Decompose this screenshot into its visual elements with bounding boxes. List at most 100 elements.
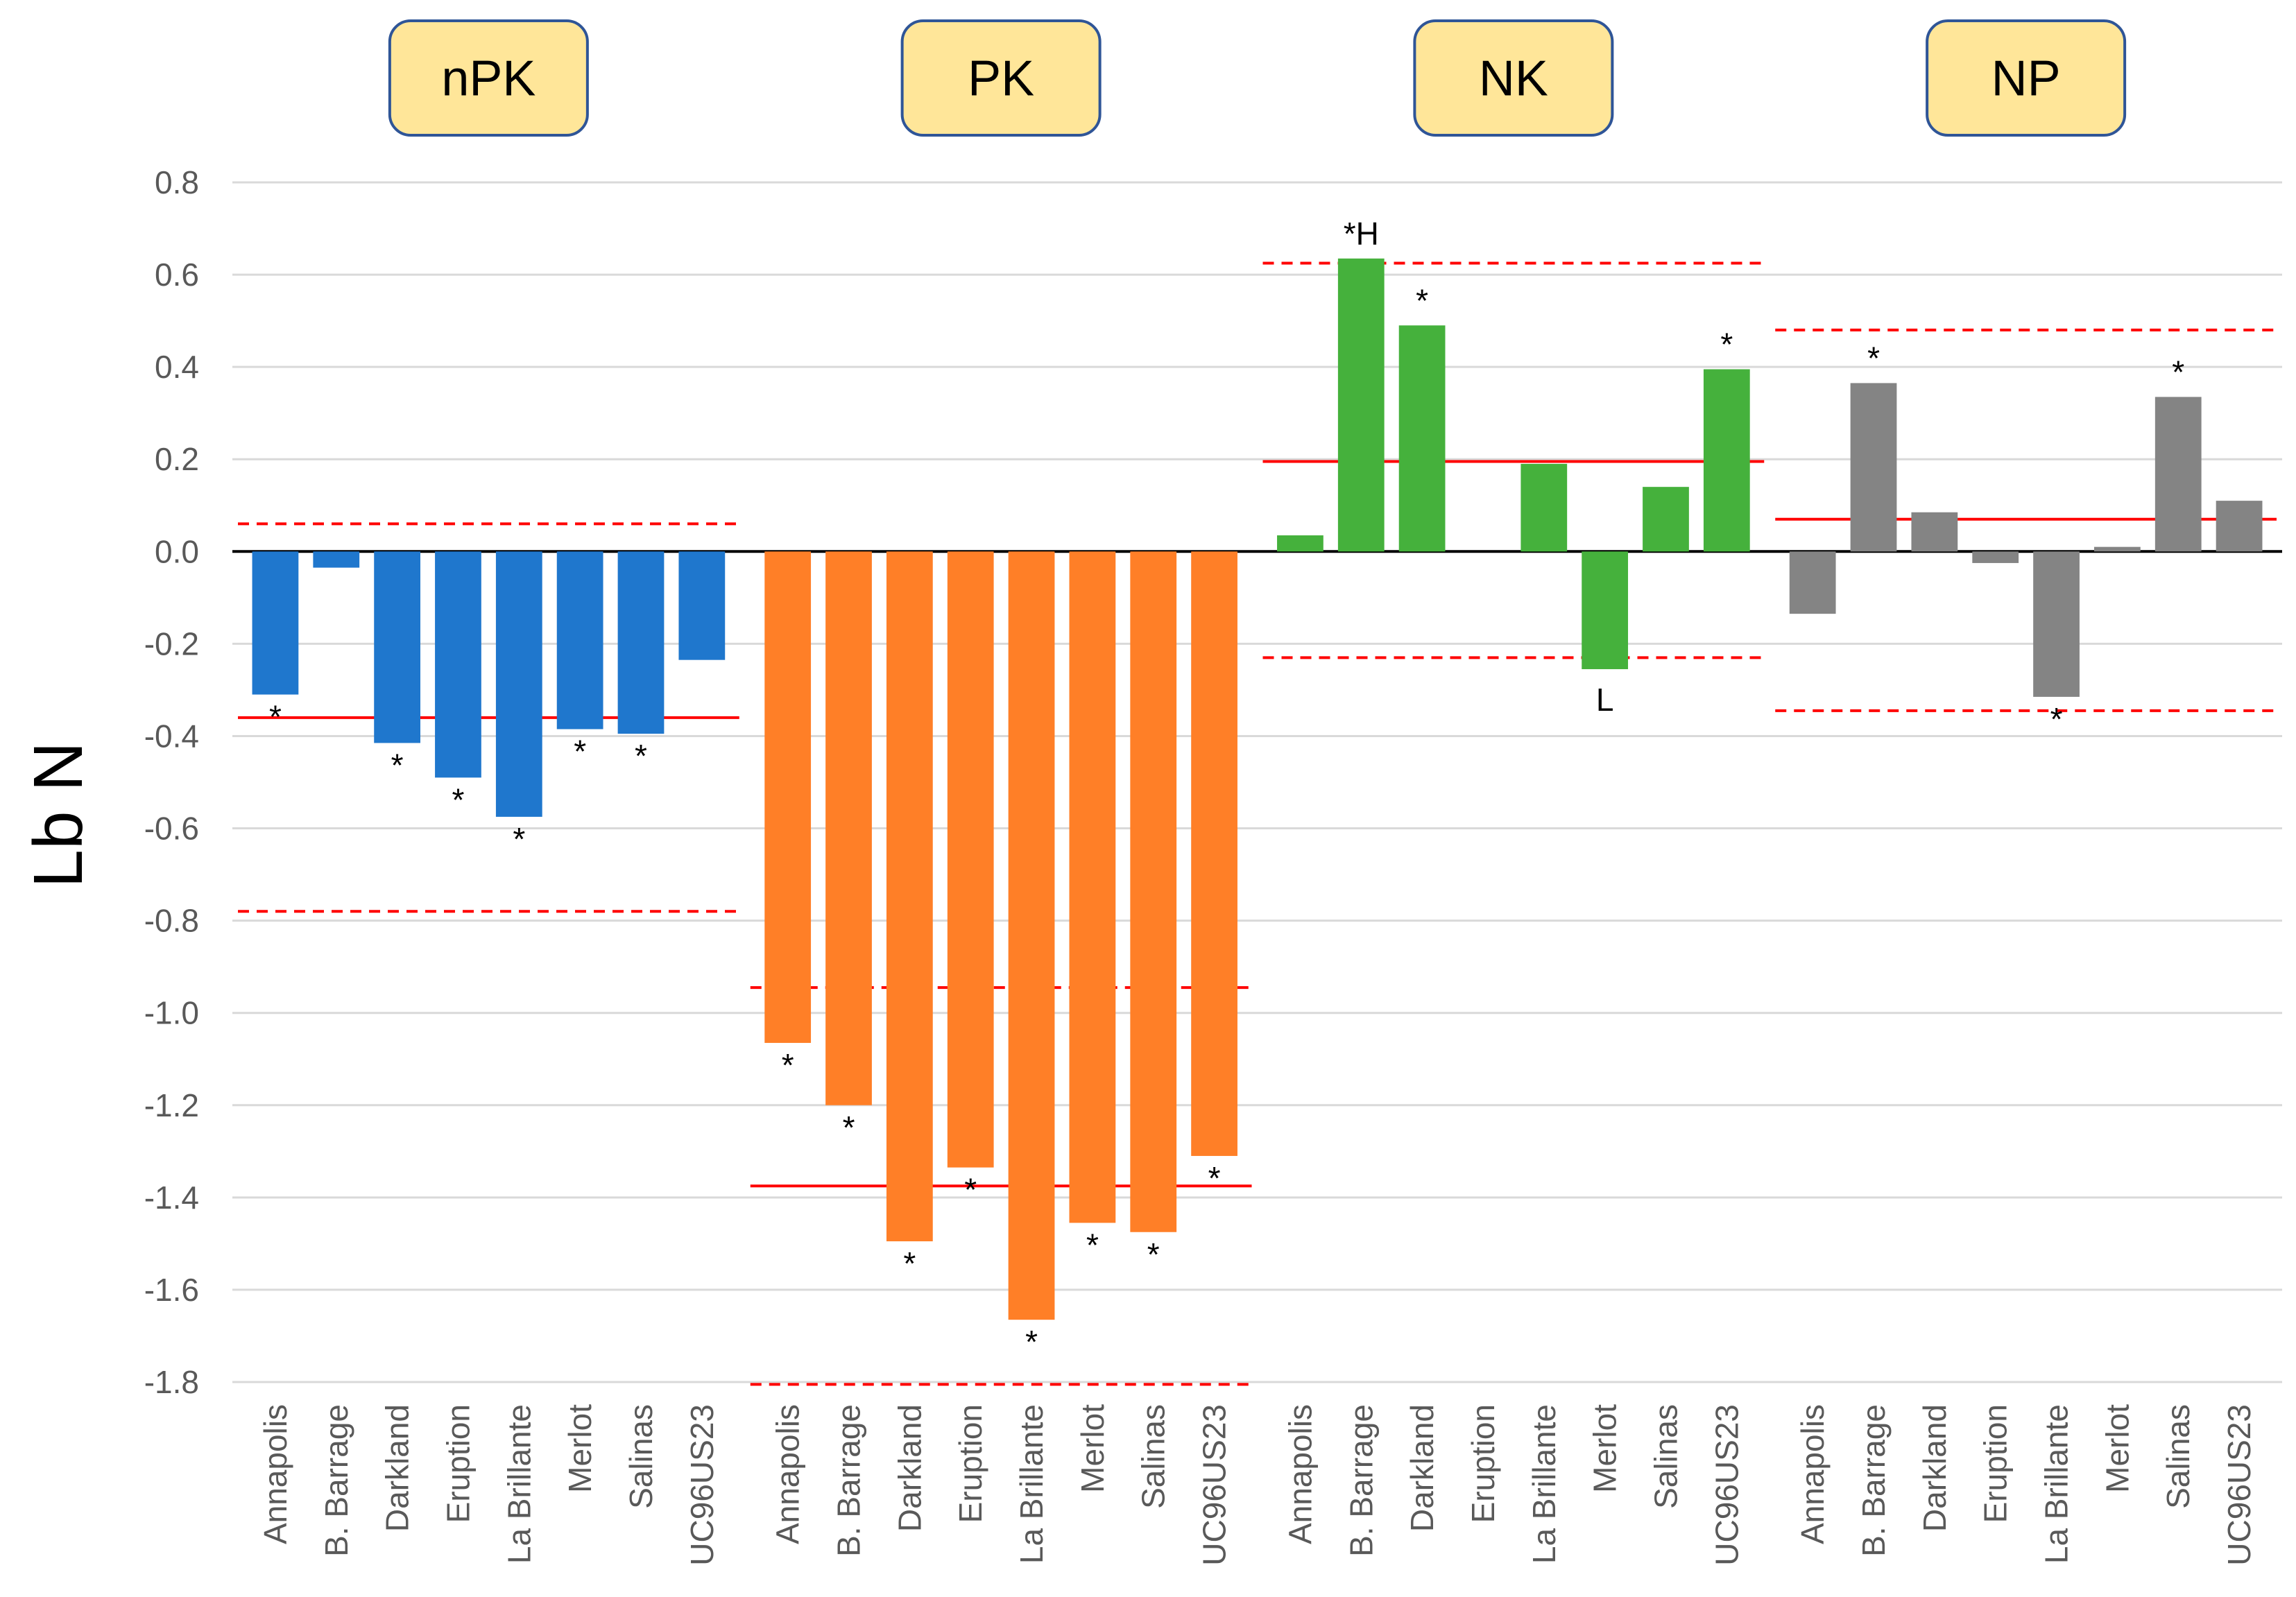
x-tick-label: Merlot: [562, 1404, 598, 1493]
bar: [825, 551, 872, 1105]
bars: [252, 258, 2263, 1320]
significance-mark: *: [391, 747, 404, 783]
x-tick-label: La Brillante: [2039, 1404, 2075, 1564]
bar: [1911, 512, 1958, 552]
significance-mark: *H: [1344, 216, 1379, 252]
x-tick-label: Salinas: [1647, 1404, 1684, 1509]
bar: [435, 551, 481, 778]
significance-mark: *: [782, 1047, 794, 1083]
y-tick-label: -1.8: [144, 1364, 199, 1400]
bar: [313, 551, 360, 568]
bar: [374, 551, 420, 743]
group-title: PK: [968, 51, 1034, 107]
x-tick-label: Darkland: [1404, 1404, 1440, 1532]
x-tick-label: UC96US23: [1708, 1404, 1745, 1566]
x-tick-label: Darkland: [379, 1404, 415, 1532]
y-tick-label: -1.6: [144, 1272, 199, 1308]
significance-mark: *: [635, 738, 647, 774]
x-tick-label: B. Barrage: [1343, 1404, 1379, 1557]
x-tick-label: Darkland: [891, 1404, 927, 1532]
bar: [556, 551, 603, 730]
bar: [1582, 551, 1629, 669]
y-tick-label: -1.4: [144, 1180, 199, 1216]
x-tick-label: UC96US23: [684, 1404, 720, 1566]
x-tick-label: Salinas: [1136, 1404, 1172, 1509]
x-tick-label: La Brillante: [1526, 1404, 1562, 1564]
group-title-box: [1926, 19, 2127, 137]
significance-mark: *: [1208, 1160, 1221, 1196]
y-tick-label: -1.2: [144, 1087, 199, 1123]
bar: [947, 551, 994, 1168]
bar: [1008, 551, 1055, 1320]
y-tick-label: -0.4: [144, 718, 199, 754]
x-tick-label: Merlot: [1074, 1404, 1111, 1493]
significance-mark: *: [1147, 1236, 1160, 1272]
bar: [1277, 535, 1323, 552]
y-tick-label: -1.0: [144, 995, 199, 1031]
significance-mark: *: [1867, 340, 1880, 376]
bar: [1130, 551, 1177, 1232]
bar: [2094, 546, 2141, 552]
group-title-box: [388, 19, 589, 137]
x-tick-label: La Brillante: [1013, 1404, 1050, 1564]
labels: 0.8 0.6 0.4 0.2 0.0 -0.2 -0.4 -0.6 -0.8 -1.0 -1.2 -…: [144, 19, 2257, 1566]
bar: [2154, 397, 2202, 552]
bar: [495, 551, 542, 817]
bar: [1643, 487, 1689, 552]
x-tick-label: Annapolis: [1794, 1404, 1831, 1544]
significance-mark: *: [1025, 1324, 1038, 1360]
x-tick-label: Eruption: [952, 1404, 988, 1523]
significance-mark: *: [574, 733, 586, 769]
x-tick-label: Annapolis: [1282, 1404, 1318, 1544]
y-tick-label: 0.6: [155, 257, 199, 293]
group-title: nPK: [441, 51, 536, 107]
bar: [1069, 551, 1116, 1223]
bar: [1850, 383, 1897, 552]
bar: [1337, 258, 1385, 552]
x-tick-label: Salinas: [623, 1404, 659, 1509]
bar: [678, 551, 726, 660]
bar: [1191, 551, 1237, 1156]
bar: [1789, 551, 1836, 614]
x-tick-label: Merlot: [1587, 1404, 1623, 1493]
x-tick-label: Eruption: [1465, 1404, 1501, 1523]
y-tick-label: 0.8: [155, 164, 199, 200]
group-title-box: [1413, 19, 1614, 137]
group-title: NK: [1479, 51, 1548, 107]
reference-lines: [238, 261, 2277, 1386]
x-tick-label: B. Barrage: [831, 1404, 867, 1557]
y-axis-title: Lb N: [19, 741, 97, 888]
group-title: NP: [1991, 51, 2061, 107]
y-tick-label: 0.0: [155, 533, 199, 569]
significance-mark: *: [843, 1110, 855, 1146]
bar: [2216, 501, 2263, 552]
significance-mark: *: [2172, 354, 2184, 390]
y-tick-label: 0.2: [155, 441, 199, 477]
x-tick-label: UC96US23: [1197, 1404, 1233, 1566]
significance-mark: *: [513, 821, 525, 857]
bar: [617, 551, 665, 734]
y-tick-label: -0.6: [144, 811, 199, 847]
significance-mark: *: [2050, 701, 2063, 737]
x-tick-label: Merlot: [2099, 1404, 2135, 1493]
y-tick-label: 0.4: [155, 349, 199, 385]
x-tick-label: B. Barrage: [1856, 1404, 1892, 1557]
bar: [2033, 551, 2080, 697]
x-tick-label: B. Barrage: [318, 1404, 354, 1557]
bar: [252, 551, 299, 695]
significance-mark: *: [903, 1245, 916, 1281]
bar: [1703, 369, 1750, 552]
significance-mark: L: [1596, 682, 1614, 718]
x-tick-label: La Brillante: [501, 1404, 537, 1564]
significance-mark: *: [1720, 326, 1733, 362]
y-tick-label: -0.2: [144, 625, 199, 662]
significance-mark: *: [1416, 282, 1428, 318]
bar: [1972, 551, 2019, 563]
x-tick-label: Eruption: [440, 1404, 476, 1523]
bar: [886, 551, 933, 1242]
x-tick-label: Annapolis: [770, 1404, 806, 1544]
bar: [764, 551, 812, 1043]
significance-mark: *: [1086, 1227, 1099, 1263]
x-tick-label: Eruption: [1978, 1404, 2014, 1523]
